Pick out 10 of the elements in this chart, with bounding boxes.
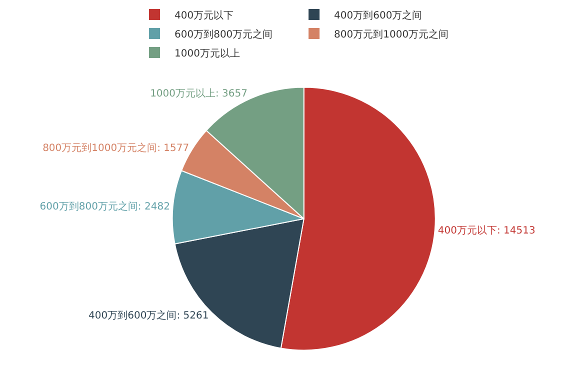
legend-label: 400万到600万之间 xyxy=(334,9,422,22)
legend-label: 400万元以下 xyxy=(174,9,234,22)
data-label: 800万元到1000万元之间: 1577 xyxy=(42,142,190,154)
data-label: 600万到800万元之间: 2482 xyxy=(40,200,170,213)
data-label: 400万元以下: 14513 xyxy=(438,224,536,236)
legend-label: 1000万元以上 xyxy=(174,47,240,60)
legend-label: 800万元到1000万元之间 xyxy=(334,28,449,40)
data-label: 400万到600万之间: 5261 xyxy=(88,310,209,322)
data-label: 1000万元以上: 3657 xyxy=(150,88,248,100)
legend-label: 600万到800万元之间 xyxy=(174,28,273,40)
